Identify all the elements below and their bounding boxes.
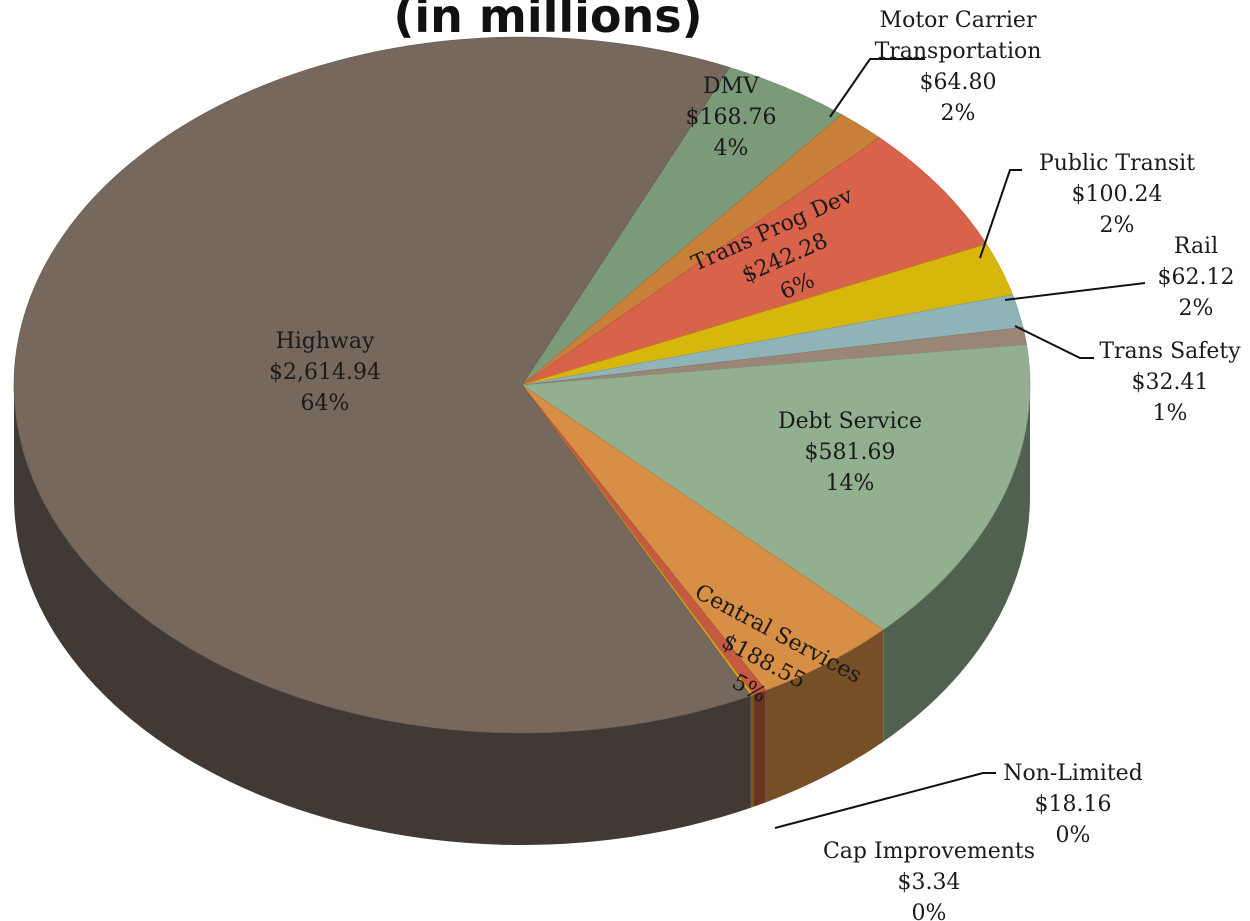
slice-side-cap-improvements <box>750 694 754 808</box>
slice-label-trans-safety: Trans Safety $32.41 1% <box>1099 339 1241 426</box>
slice-label-rail: Rail $62.12 2% <box>1158 234 1235 321</box>
chart-title: (in millions) <box>393 0 702 43</box>
slice-label-non-limited: Non-Limited $18.16 0% <box>1003 761 1143 848</box>
slice-debt-service <box>521 344 1031 631</box>
leader-lines <box>774 58 1146 829</box>
leader-line-non-limited <box>774 772 996 829</box>
slice-trans-prog-dev <box>521 137 987 386</box>
slice-label-debt-service: Debt Service $581.69 14% <box>778 409 922 496</box>
slice-label-dmv: DMV $168.76 4% <box>686 74 777 161</box>
slice-label-motor-carrier-transportation: Motor Carrier Transportation $64.80 2% <box>875 8 1042 126</box>
slice-side-highway <box>14 385 751 845</box>
slice-label-highway: Highway $2,614.94 64% <box>269 329 381 416</box>
pie-sides <box>14 385 1030 845</box>
slice-side-central-services <box>765 629 884 803</box>
slice-side-debt-service <box>883 385 1030 742</box>
leader-line-motor-carrier-transportation <box>829 58 925 118</box>
leader-line-rail <box>1004 282 1146 301</box>
pie-slices <box>13 36 1031 734</box>
leader-line-trans-safety <box>1014 325 1094 359</box>
leader-line-public-transit <box>979 169 1022 259</box>
slice-highway <box>13 36 752 734</box>
slice-label-cap-improvements: Cap Improvements $3.34 0% <box>823 839 1035 921</box>
slice-label-public-transit: Public Transit $100.24 2% <box>1039 151 1195 238</box>
slice-side-non-limited <box>753 690 766 807</box>
